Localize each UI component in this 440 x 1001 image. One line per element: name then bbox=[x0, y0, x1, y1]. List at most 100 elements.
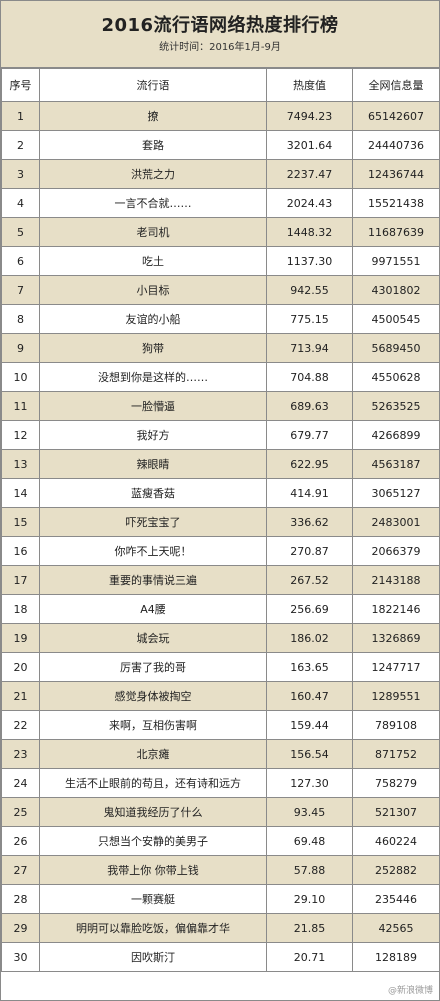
rank-cell: 21 bbox=[1, 681, 40, 711]
rank-cell: 26 bbox=[1, 826, 40, 856]
table-row: 21 感觉身体被掏空 160.47 1289551 bbox=[1, 681, 440, 711]
table-body: 1 撩 7494.23 65142607 2 套路 3201.64 24440736 3 洪荒之力… bbox=[1, 101, 440, 972]
table-row: 22 来啊，互相伤害啊 159.44 789108 bbox=[1, 710, 440, 740]
rank-cell: 22 bbox=[1, 710, 40, 740]
heat-value-cell: 679.77 bbox=[266, 420, 353, 450]
term-cell: 吓死宝宝了 bbox=[39, 507, 267, 537]
term-cell: 因吹斯汀 bbox=[39, 942, 267, 972]
rank-cell: 5 bbox=[1, 217, 40, 247]
table-row: 23 北京瘫 156.54 871752 bbox=[1, 739, 440, 769]
term-cell: 你咋不上天呢！ bbox=[39, 536, 267, 566]
info-volume-cell: 128189 bbox=[352, 942, 440, 972]
table-row: 15 吓死宝宝了 336.62 2483001 bbox=[1, 507, 440, 537]
term-cell: 鬼知道我经历了什么 bbox=[39, 797, 267, 827]
table-row: 14 蓝瘦香菇 414.91 3065127 bbox=[1, 478, 440, 508]
rank-cell: 11 bbox=[1, 391, 40, 421]
rank-cell: 23 bbox=[1, 739, 40, 769]
term-cell: 我好方 bbox=[39, 420, 267, 450]
info-volume-cell: 2066379 bbox=[352, 536, 440, 566]
term-cell: 没想到你是这样的…… bbox=[39, 362, 267, 392]
table-row: 4 一言不合就…… 2024.43 15521438 bbox=[1, 188, 440, 218]
info-volume-cell: 789108 bbox=[352, 710, 440, 740]
table-title: 2016流行语网络热度排行榜 bbox=[101, 15, 339, 36]
term-cell: A4腰 bbox=[39, 594, 267, 624]
term-cell: 一脸懵逼 bbox=[39, 391, 267, 421]
rank-cell: 13 bbox=[1, 449, 40, 479]
rank-cell: 29 bbox=[1, 913, 40, 943]
heat-value-cell: 256.69 bbox=[266, 594, 353, 624]
info-volume-cell: 9971551 bbox=[352, 246, 440, 276]
heat-value-cell: 163.65 bbox=[266, 652, 353, 682]
table-row: 27 我带上你 你带上钱 57.88 252882 bbox=[1, 855, 440, 885]
heat-value-cell: 2024.43 bbox=[266, 188, 353, 218]
rank-cell: 15 bbox=[1, 507, 40, 537]
watermark: @新浪微博 bbox=[387, 986, 433, 996]
info-volume-cell: 4563187 bbox=[352, 449, 440, 479]
info-volume-cell: 1247717 bbox=[352, 652, 440, 682]
rank-cell: 14 bbox=[1, 478, 40, 508]
info-volume-cell: 460224 bbox=[352, 826, 440, 856]
heat-value-cell: 1137.30 bbox=[266, 246, 353, 276]
term-cell: 洪荒之力 bbox=[39, 159, 267, 189]
table-header-banner: 2016流行语网络热度排行榜 统计时间：2016年1月-9月 bbox=[1, 1, 439, 68]
heat-value-cell: 267.52 bbox=[266, 565, 353, 595]
heat-value-cell: 160.47 bbox=[266, 681, 353, 711]
term-cell: 友谊的小船 bbox=[39, 304, 267, 334]
rank-cell: 17 bbox=[1, 565, 40, 595]
rank-cell: 27 bbox=[1, 855, 40, 885]
info-volume-cell: 4550628 bbox=[352, 362, 440, 392]
term-cell: 吃土 bbox=[39, 246, 267, 276]
column-header-rank: 序号 bbox=[1, 68, 40, 102]
heat-value-cell: 186.02 bbox=[266, 623, 353, 653]
term-cell: 小目标 bbox=[39, 275, 267, 305]
heat-value-cell: 1448.32 bbox=[266, 217, 353, 247]
heat-value-cell: 159.44 bbox=[266, 710, 353, 740]
table-row: 11 一脸懵逼 689.63 5263525 bbox=[1, 391, 440, 421]
term-cell: 套路 bbox=[39, 130, 267, 160]
term-cell: 撩 bbox=[39, 101, 267, 131]
info-volume-cell: 235446 bbox=[352, 884, 440, 914]
info-volume-cell: 24440736 bbox=[352, 130, 440, 160]
table-row: 12 我好方 679.77 4266899 bbox=[1, 420, 440, 450]
table-row: 1 撩 7494.23 65142607 bbox=[1, 101, 440, 131]
term-cell: 生活不止眼前的苟且，还有诗和远方 bbox=[39, 768, 267, 798]
table-row: 19 城会玩 186.02 1326869 bbox=[1, 623, 440, 653]
table-row: 8 友谊的小船 775.15 4500545 bbox=[1, 304, 440, 334]
heat-value-cell: 414.91 bbox=[266, 478, 353, 508]
term-cell: 厉害了我的哥 bbox=[39, 652, 267, 682]
heat-value-cell: 156.54 bbox=[266, 739, 353, 769]
term-cell: 只想当个安静的美男子 bbox=[39, 826, 267, 856]
heat-value-cell: 93.45 bbox=[266, 797, 353, 827]
table-row: 10 没想到你是这样的…… 704.88 4550628 bbox=[1, 362, 440, 392]
info-volume-cell: 1326869 bbox=[352, 623, 440, 653]
info-volume-cell: 1822146 bbox=[352, 594, 440, 624]
info-volume-cell: 2143188 bbox=[352, 565, 440, 595]
rank-cell: 18 bbox=[1, 594, 40, 624]
term-cell: 一颗赛艇 bbox=[39, 884, 267, 914]
rank-cell: 6 bbox=[1, 246, 40, 276]
rank-cell: 8 bbox=[1, 304, 40, 334]
heat-value-cell: 20.71 bbox=[266, 942, 353, 972]
info-volume-cell: 252882 bbox=[352, 855, 440, 885]
table-row: 18 A4腰 256.69 1822146 bbox=[1, 594, 440, 624]
table-row: 3 洪荒之力 2237.47 12436744 bbox=[1, 159, 440, 189]
rank-cell: 2 bbox=[1, 130, 40, 160]
heat-value-cell: 270.87 bbox=[266, 536, 353, 566]
table-row: 25 鬼知道我经历了什么 93.45 521307 bbox=[1, 797, 440, 827]
term-cell: 来啊，互相伤害啊 bbox=[39, 710, 267, 740]
table-row: 30 因吹斯汀 20.71 128189 bbox=[1, 942, 440, 972]
info-volume-cell: 4500545 bbox=[352, 304, 440, 334]
term-cell: 感觉身体被掏空 bbox=[39, 681, 267, 711]
table-row: 29 明明可以靠脸吃饭，偏偏靠才华 21.85 42565 bbox=[1, 913, 440, 943]
table-row: 17 重要的事情说三遍 267.52 2143188 bbox=[1, 565, 440, 595]
info-volume-cell: 15521438 bbox=[352, 188, 440, 218]
heat-value-cell: 942.55 bbox=[266, 275, 353, 305]
heat-value-cell: 713.94 bbox=[266, 333, 353, 363]
table-row: 9 狗带 713.94 5689450 bbox=[1, 333, 440, 363]
table-row: 20 厉害了我的哥 163.65 1247717 bbox=[1, 652, 440, 682]
info-volume-cell: 4266899 bbox=[352, 420, 440, 450]
term-cell: 一言不合就…… bbox=[39, 188, 267, 218]
term-cell: 我带上你 你带上钱 bbox=[39, 855, 267, 885]
rank-cell: 9 bbox=[1, 333, 40, 363]
info-volume-cell: 42565 bbox=[352, 913, 440, 943]
